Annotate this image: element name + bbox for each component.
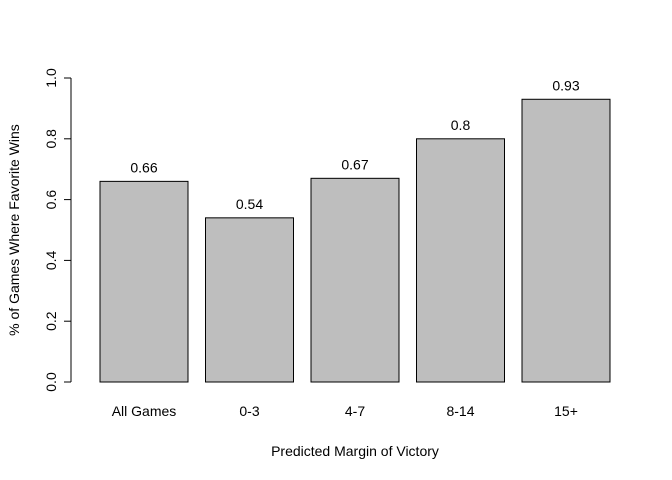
y-axis: 0.0 0.2 0.4 0.6 0.8 1.0 [43,68,72,392]
bars [99,98,611,383]
y-tick-label: 0.6 [43,190,59,210]
y-axis-title: % of Games Where Favorite Wins [6,124,22,336]
y-tick-label: 0.0 [43,372,59,392]
y-tick-label: 0.4 [43,250,59,270]
x-tick-label: 0-3 [239,403,259,419]
x-tick-label: 15+ [554,403,578,419]
bar-value-label: 0.93 [552,77,579,93]
bar-value-label: 0.66 [130,159,157,175]
y-tick-label: 0.2 [43,311,59,331]
bar [205,217,294,383]
y-tick-label: 0.8 [43,129,59,149]
x-tick-label: All Games [112,403,177,419]
bar-value-label: 0.54 [236,196,263,212]
y-tick-label: 1.0 [43,68,59,88]
x-tick-labels: All Games 0-3 4-7 8-14 15+ [112,403,578,419]
bar [99,180,189,383]
bar [521,98,611,383]
value-labels: 0.66 0.54 0.67 0.8 0.93 [130,77,579,212]
bar [310,177,400,383]
x-tick-label: 4-7 [345,403,365,419]
x-axis-title: Predicted Margin of Victory [271,443,439,459]
bar [416,138,505,383]
bar-value-label: 0.8 [451,117,471,133]
bar-value-label: 0.67 [341,156,368,172]
x-tick-label: 8-14 [446,403,474,419]
